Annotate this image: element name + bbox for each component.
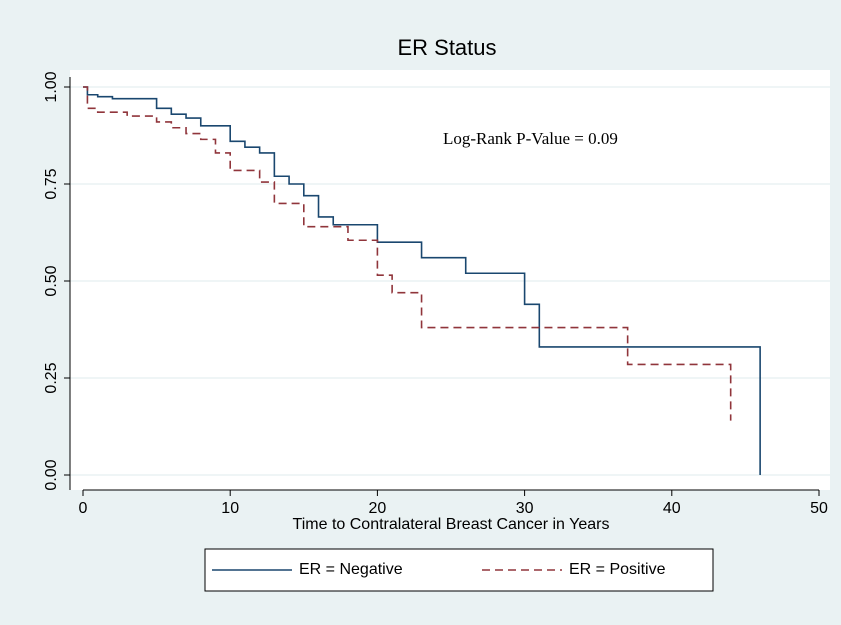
survival-curve bbox=[83, 86, 761, 475]
x-tick-label: 10 bbox=[221, 500, 239, 517]
survival-curve bbox=[83, 86, 732, 421]
y-tick-label: 0.50 bbox=[43, 265, 60, 296]
x-tick-label: 50 bbox=[810, 500, 828, 517]
x-tick-label: 40 bbox=[663, 500, 681, 517]
y-tick-label: 0.00 bbox=[43, 459, 60, 490]
x-tick-label: 30 bbox=[516, 500, 534, 517]
plot-area bbox=[70, 70, 830, 490]
annotation: Log-Rank P-Value = 0.09 bbox=[443, 129, 618, 148]
chart-title: ER Status bbox=[397, 35, 496, 60]
y-tick-label: 0.75 bbox=[43, 168, 60, 199]
x-tick-label: 0 bbox=[79, 500, 88, 517]
legend-label: ER = Negative bbox=[299, 561, 403, 578]
x-tick-label: 20 bbox=[369, 500, 387, 517]
legend-label: ER = Positive bbox=[569, 561, 666, 578]
x-axis-label: Time to Contralateral Breast Cancer in Y… bbox=[293, 516, 610, 533]
y-tick-label: 1.00 bbox=[43, 71, 60, 102]
y-tick-label: 0.25 bbox=[43, 362, 60, 393]
